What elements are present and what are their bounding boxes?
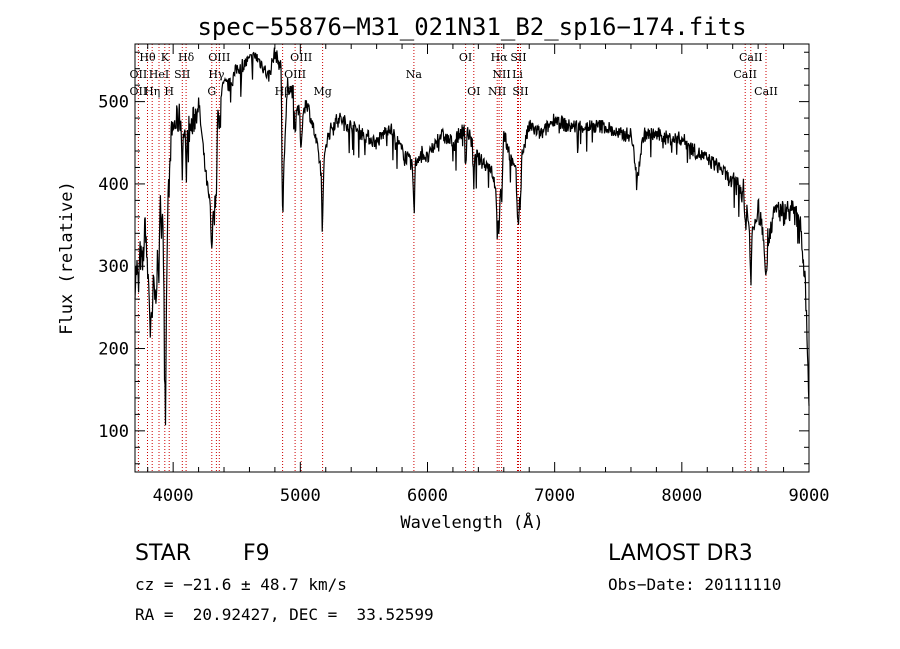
survey-name: LAMOST DR3 xyxy=(608,541,753,566)
x-tick-label: 9000 xyxy=(789,486,830,506)
line-label: OII xyxy=(130,85,148,98)
subclass: F9 xyxy=(243,541,270,566)
line-label: OI xyxy=(467,85,480,98)
line-label: OIII xyxy=(208,51,230,64)
line-label: OIII xyxy=(284,68,306,81)
line-label: Hη xyxy=(144,85,160,98)
line-markers xyxy=(137,44,767,472)
y-tick-label: 400 xyxy=(98,175,129,195)
chart-title: spec−55876−M31_021N31_B2_sp16−174.fits xyxy=(197,13,746,41)
x-tick-label: 4000 xyxy=(153,486,194,506)
line-label: OIII xyxy=(290,51,312,64)
x-axis-label: Wavelength (Å) xyxy=(400,511,543,533)
line-label: K xyxy=(161,51,170,64)
axis-ticks: 4000 5000 6000 7000 8000 9000 100 200 300 400 500 xyxy=(98,44,829,506)
line-label: CaII xyxy=(733,68,757,81)
observation-date: Obs−Date: 20111110 xyxy=(608,575,782,594)
x-tick-label: 5000 xyxy=(280,486,321,506)
line-label: Hθ xyxy=(139,51,156,64)
line-label: Na xyxy=(406,68,423,81)
line-label: Mg xyxy=(313,85,331,98)
spectrum-line xyxy=(134,47,810,426)
line-label: CaII xyxy=(754,85,778,98)
x-tick-label: 7000 xyxy=(534,486,575,506)
line-label: H xyxy=(164,85,174,98)
line-label: Hδ xyxy=(178,51,195,64)
line-label: Hγ xyxy=(208,68,225,81)
y-tick-label: 100 xyxy=(98,422,129,442)
line-label: CaII xyxy=(739,51,763,64)
line-label: OI xyxy=(459,51,472,64)
y-tick-label: 300 xyxy=(98,257,129,277)
object-class: STAR xyxy=(135,541,192,566)
redshift-cz: cz = −21.6 ± 48.7 km/s xyxy=(135,575,347,594)
line-label: OII xyxy=(130,68,148,81)
x-tick-label: 6000 xyxy=(407,486,448,506)
plot-frame xyxy=(134,43,810,473)
y-tick-label: 200 xyxy=(98,340,129,360)
x-tick-label: 8000 xyxy=(661,486,702,506)
line-label: HeI xyxy=(149,68,169,81)
line-label: SII xyxy=(512,85,528,98)
sky-coordinates: RA = 20.92427, DEC = 33.52599 xyxy=(135,605,434,624)
line-label: NII xyxy=(492,68,510,81)
line-label: NII xyxy=(488,85,506,98)
line-label: G xyxy=(207,85,216,98)
line-label: Li xyxy=(512,68,523,81)
line-label: SII xyxy=(510,51,526,64)
y-axis-label: Flux (relative) xyxy=(57,181,77,335)
line-label: SII xyxy=(174,68,190,81)
line-label: Hα xyxy=(491,51,509,64)
y-tick-label: 500 xyxy=(98,93,129,113)
